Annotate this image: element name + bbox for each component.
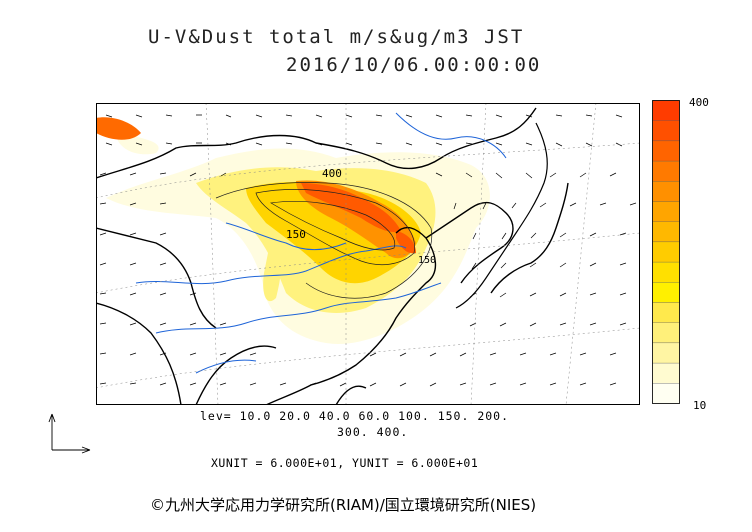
contour-label-400: 400 bbox=[322, 167, 342, 180]
contour-label-150-east: 150 bbox=[418, 255, 436, 266]
map-datetime: 2016/10/06.00:00:00 bbox=[286, 54, 542, 76]
copyright-credit: ©九州大学応用力学研究所(RIAM)/国立環境研究所(NIES) bbox=[150, 496, 537, 514]
rivers bbox=[135, 112, 507, 374]
colorbar-cell bbox=[652, 261, 680, 283]
colorbar-cell bbox=[652, 181, 680, 202]
wind-vectors bbox=[99, 114, 637, 387]
contour-levels-line1: lev= 10.0 20.0 40.0 60.0 100. 150. 200. bbox=[200, 409, 510, 423]
vector-units: XUNIT = 6.000E+01, YUNIT = 6.000E+01 bbox=[211, 456, 479, 470]
colorbar-cell bbox=[652, 100, 680, 121]
colorbar-cell bbox=[652, 383, 680, 404]
colorbar-max-label: 400 bbox=[689, 96, 709, 109]
colorbar-cell bbox=[652, 140, 680, 162]
reference-vector-icon bbox=[48, 413, 91, 454]
map-title: U-V&Dust total m/s&ug/m3 JST bbox=[148, 26, 525, 48]
colorbar-cell bbox=[652, 221, 680, 243]
colorbar-cell bbox=[652, 282, 680, 303]
colorbar-cell bbox=[652, 322, 680, 344]
colorbar-cell bbox=[652, 302, 680, 323]
colorbar-cell bbox=[652, 241, 680, 263]
colorbar-cell bbox=[652, 120, 680, 142]
colorbar-cell bbox=[652, 201, 680, 222]
contour-label-150-west: 150 bbox=[286, 228, 306, 241]
dust-map: 400 150 150 bbox=[96, 103, 640, 405]
colorbar-cell bbox=[652, 160, 680, 182]
dust-layer-400 bbox=[96, 117, 416, 254]
colorbar-min-label: 10 bbox=[693, 399, 707, 412]
colorbar-cell bbox=[652, 342, 680, 364]
contour-levels-line2: 300. 400. bbox=[337, 425, 409, 439]
color-scale-bar bbox=[652, 100, 680, 404]
dust-contours bbox=[215, 182, 433, 299]
graticule bbox=[96, 103, 640, 405]
colorbar-cell bbox=[652, 362, 680, 384]
